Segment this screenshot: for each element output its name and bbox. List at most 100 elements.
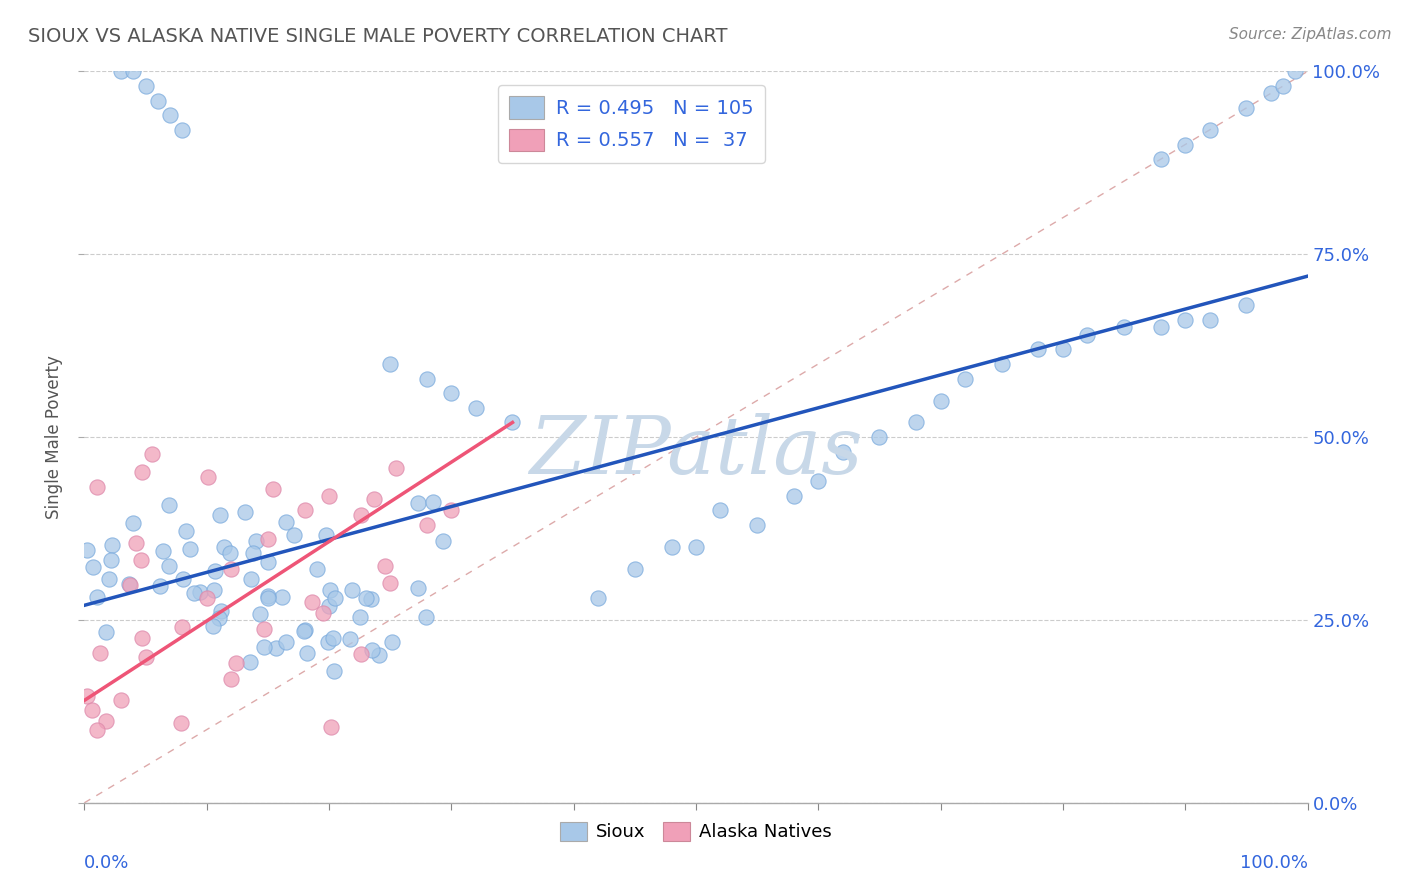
Point [319,582,342,597]
Point [747,517,769,532]
Point [253,623,276,637]
Point [183,586,205,600]
Point [257,589,280,603]
Point [110,693,132,707]
Point [869,430,891,444]
Point [363,491,385,506]
Point [807,474,830,488]
Point [315,527,337,541]
Point [122,64,145,78]
Point [245,533,267,548]
Point [94,624,117,639]
Point [135,78,157,93]
Point [312,607,335,621]
Point [170,716,193,731]
Point [131,631,153,645]
Point [135,649,157,664]
Point [1028,343,1050,357]
Point [374,558,396,573]
Text: 0.0%: 0.0% [84,854,129,872]
Point [271,590,294,604]
Point [82,703,104,717]
Point [991,357,1014,371]
Point [82,560,104,574]
Point [1284,64,1306,78]
Text: ZIPatlas: ZIPatlas [529,413,863,491]
Point [380,357,402,371]
Point [325,591,347,605]
Point [1198,313,1220,327]
Y-axis label: Single Male Poverty: Single Male Poverty [45,355,63,519]
Point [257,533,280,547]
Point [340,582,363,597]
Point [318,599,340,613]
Point [360,643,382,657]
Point [406,581,429,595]
Point [89,646,111,660]
Point [209,604,232,618]
Point [380,576,402,591]
Point [661,540,683,554]
Point [294,623,316,637]
Point [440,503,463,517]
Point [586,591,609,605]
Point [1198,123,1220,137]
Point [406,496,429,510]
Point [1236,101,1258,115]
Point [152,544,174,558]
Point [129,553,152,567]
Point [1150,320,1173,334]
Point [440,386,463,401]
Point [197,469,219,483]
Point [202,583,225,598]
Point [76,689,98,703]
Point [122,516,145,531]
Point [349,610,371,624]
Point [415,610,437,624]
Point [179,541,201,556]
Point [159,108,181,122]
Point [422,494,444,508]
Point [953,371,976,385]
Point [1114,320,1136,334]
Point [283,528,305,542]
Point [432,534,454,549]
Point [1150,152,1173,166]
Point [219,562,242,576]
Point [141,447,163,461]
Point [94,714,117,729]
Point [188,585,211,599]
Point [239,655,262,669]
Point [201,619,224,633]
Point [384,461,406,475]
Point [905,416,928,430]
Point [110,64,132,78]
Point [174,524,197,539]
Point [266,641,288,656]
Point [172,620,194,634]
Point [233,505,256,519]
Point [242,546,264,560]
Point [1174,313,1197,327]
Point [350,508,373,523]
Point [157,558,180,573]
Point [464,401,486,415]
Point [316,635,339,649]
Point [381,635,404,649]
Point [301,595,323,609]
Point [195,591,218,605]
Point [218,546,240,560]
Point [322,631,344,645]
Point [929,393,952,408]
Point [118,577,141,591]
Point [148,579,170,593]
Point [256,556,278,570]
Point [172,123,194,137]
Point [249,607,271,622]
Point [709,503,731,517]
Point [1260,87,1282,101]
Point [1076,327,1098,342]
Point [219,672,242,686]
Point [274,515,297,529]
Text: Source: ZipAtlas.com: Source: ZipAtlas.com [1229,27,1392,42]
